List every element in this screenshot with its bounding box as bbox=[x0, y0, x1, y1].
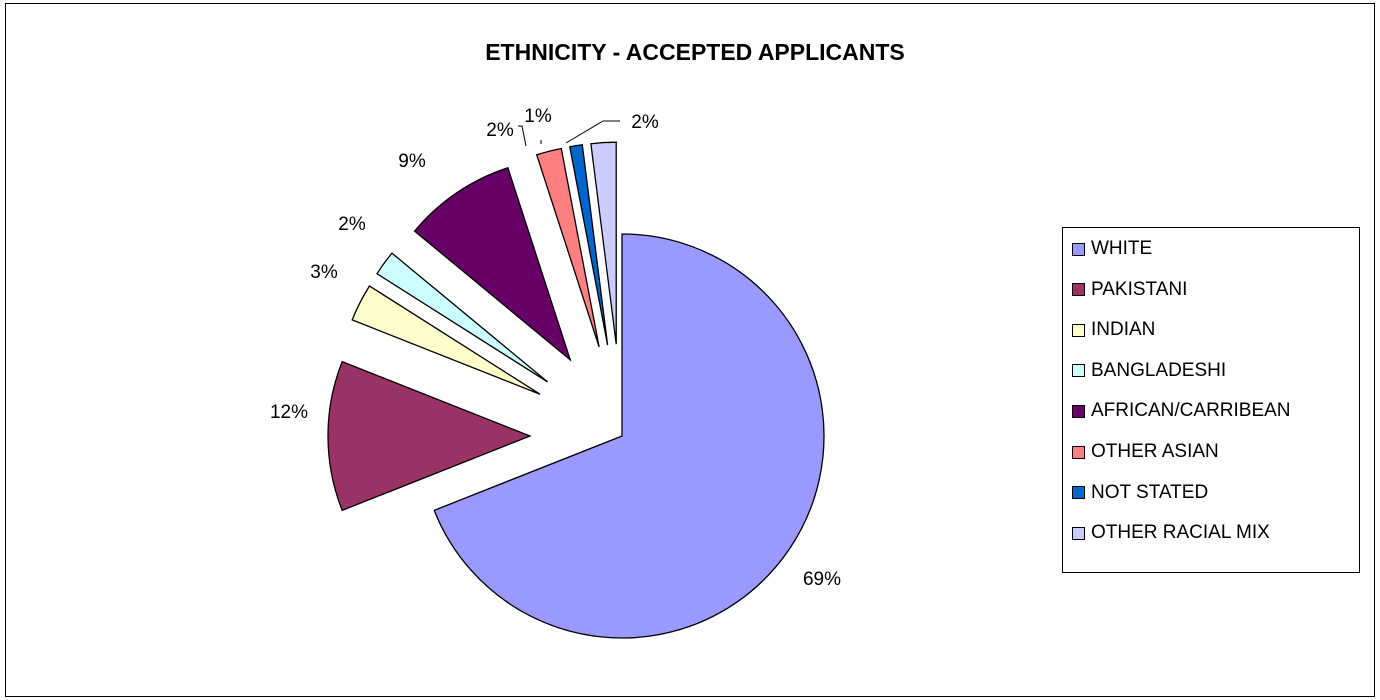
pie-slice-bangladeshi bbox=[376, 252, 548, 383]
legend-item: NOT STATED bbox=[1072, 481, 1208, 505]
legend-item: BANGLADESHI bbox=[1072, 359, 1226, 383]
data-label: 12% bbox=[270, 402, 308, 423]
legend-swatch bbox=[1072, 364, 1085, 378]
pie-slice-indian bbox=[351, 285, 541, 395]
chart-title: ETHNICITY - ACCEPTED APPLICANTS bbox=[485, 39, 905, 65]
data-label: 2% bbox=[631, 112, 659, 133]
data-label: 2% bbox=[486, 120, 514, 141]
pie-slice-other-racial-mix bbox=[590, 141, 617, 345]
legend-label: NOT STATED bbox=[1091, 481, 1209, 503]
legend-label: INDIAN bbox=[1091, 319, 1156, 341]
legend-swatch bbox=[1072, 486, 1085, 500]
pie-slice-other-asian bbox=[535, 147, 600, 348]
legend-label: WHITE bbox=[1091, 238, 1153, 259]
legend: WHITE PAKISTANI INDIAN BANGLADESHI AFRICAN/C… bbox=[1062, 227, 1360, 573]
data-label: 9% bbox=[398, 151, 426, 172]
legend-swatch bbox=[1072, 283, 1085, 297]
legend-swatch bbox=[1072, 404, 1085, 418]
pie-slice-white bbox=[433, 233, 825, 639]
legend-label: AFRICAN/CARRIBEAN bbox=[1091, 400, 1291, 422]
legend-label: OTHER RACIAL MIX bbox=[1091, 522, 1270, 544]
legend-swatch bbox=[1072, 323, 1085, 337]
legend-swatch bbox=[1072, 242, 1085, 256]
legend-label: BANGLADESHI bbox=[1091, 359, 1227, 381]
data-label: 69% bbox=[803, 569, 841, 590]
pie-slice-not-stated bbox=[568, 143, 609, 346]
pie-slice-african-carribean bbox=[413, 166, 572, 362]
legend-label: OTHER ASIAN bbox=[1091, 441, 1219, 462]
leader-line bbox=[518, 125, 527, 147]
legend-item: WHITE bbox=[1072, 237, 1152, 261]
legend-swatch bbox=[1072, 445, 1085, 459]
legend-item: PAKISTANI bbox=[1072, 278, 1187, 302]
data-label: 1% bbox=[524, 106, 552, 127]
data-label: 3% bbox=[310, 262, 338, 283]
legend-label: PAKISTANI bbox=[1091, 278, 1188, 300]
legend-item: INDIAN bbox=[1072, 318, 1155, 342]
legend-item: OTHER RACIAL MIX bbox=[1072, 521, 1270, 545]
pie-slice-pakistani bbox=[327, 360, 532, 512]
leader-line bbox=[565, 120, 620, 144]
legend-item: AFRICAN/CARRIBEAN bbox=[1072, 399, 1291, 423]
legend-swatch bbox=[1072, 526, 1085, 540]
legend-item: OTHER ASIAN bbox=[1072, 440, 1219, 464]
data-label: 2% bbox=[338, 214, 366, 235]
